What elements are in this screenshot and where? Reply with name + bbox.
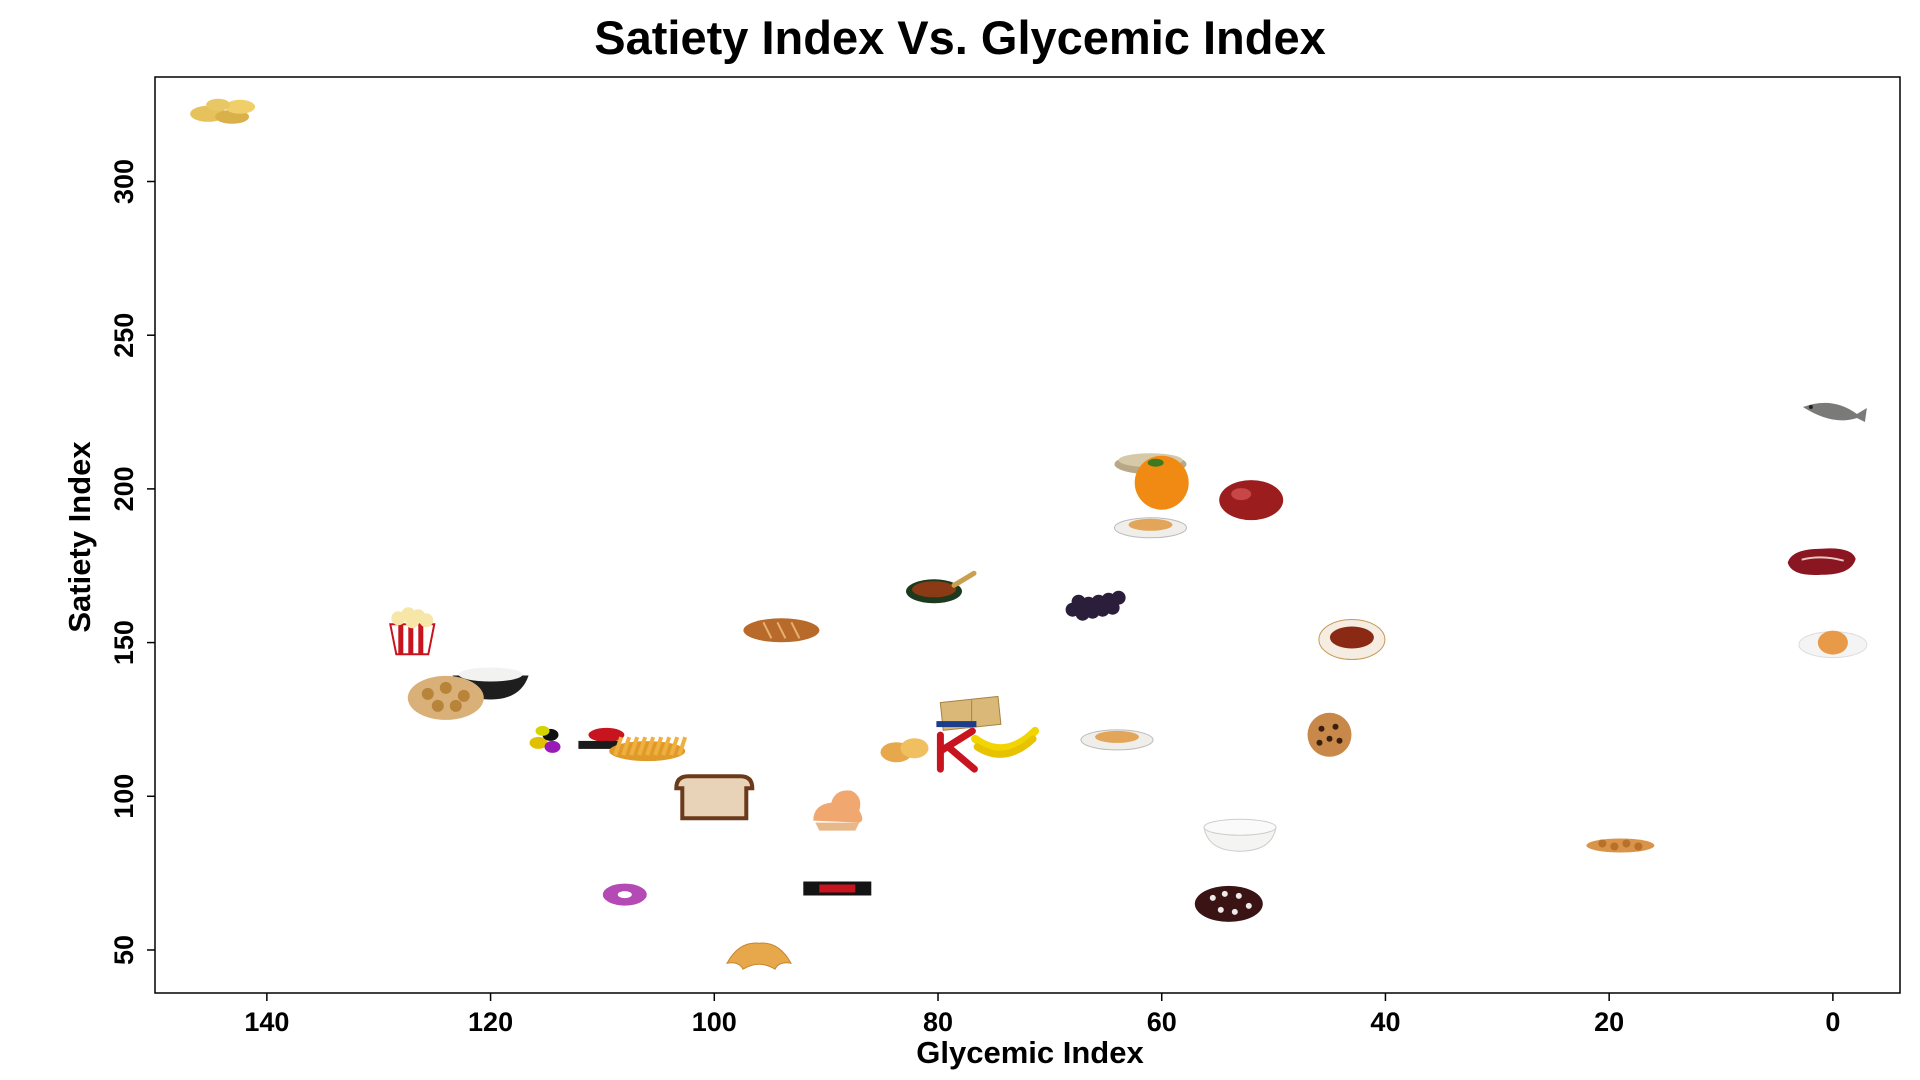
pasta-plate-icon: brown pasta: [1114, 517, 1187, 539]
bread-loaf-icon: brown bread: [743, 618, 820, 643]
x-tick-label: 20: [1594, 1007, 1624, 1037]
banana-icon: bananas: [971, 726, 1040, 758]
croissant-icon: croissant: [726, 942, 792, 970]
x-tick-label: 0: [1825, 1007, 1840, 1037]
y-tick-label: 300: [109, 159, 139, 204]
jelly-beans-icon: jelly beans: [529, 725, 561, 753]
special-k-icon: Special K: [936, 721, 978, 773]
pasta-plate-icon: white pasta: [1080, 729, 1154, 751]
fish-icon: fish: [1802, 402, 1867, 422]
apple-icon: apples: [1219, 480, 1284, 521]
ice-cream-icon: ice cream: [813, 790, 863, 831]
x-tick-label: 80: [923, 1007, 953, 1037]
french-fries-icon: french fries: [609, 736, 688, 762]
all-bran-icon: All-Bran: [1318, 619, 1386, 660]
x-tick-label: 140: [244, 1007, 289, 1037]
grapes-icon: grapes: [1065, 590, 1126, 621]
egg-icon: eggs: [1798, 630, 1868, 659]
data-points: potatoesfishoatmealorangesapplesbrown pa…: [190, 98, 1868, 970]
x-axis-label: Glycemic Index: [916, 1035, 1144, 1070]
bread-slice-icon: white bread: [674, 774, 755, 821]
potato-chips-icon: potato chips: [880, 738, 929, 763]
y-tick-label: 100: [109, 774, 139, 819]
popcorn-icon: popcorn: [389, 607, 436, 656]
y-tick-label: 50: [109, 935, 139, 965]
x-tick-label: 60: [1147, 1007, 1177, 1037]
mars-bar-icon: Mars bar: [803, 881, 872, 896]
chart-title: Satiety Index Vs. Glycemic Index: [594, 11, 1326, 64]
doughnut-icon: doughnuts: [602, 883, 647, 906]
y-tick-label: 250: [109, 313, 139, 358]
plot-frame: [154, 76, 1901, 994]
x-tick-label: 120: [468, 1007, 513, 1037]
y-tick-label: 200: [109, 466, 139, 511]
cereal-icon: Honeysmacks: [407, 675, 484, 720]
steak-icon: beef steak: [1787, 548, 1856, 575]
x-tick-label: 40: [1370, 1007, 1400, 1037]
y-tick-label: 150: [109, 620, 139, 665]
orange-icon: oranges: [1134, 455, 1189, 510]
x-tick-label: 100: [692, 1007, 737, 1037]
yogurt-icon: yogurt: [1203, 818, 1277, 852]
cake-icon: cake: [1194, 885, 1263, 922]
potato-icon: potatoes: [190, 98, 256, 124]
cookie-icon: cookies: [1307, 712, 1352, 757]
baked-beans-pan-icon: baked beans: [906, 570, 977, 604]
peanuts-icon: peanuts: [1586, 838, 1655, 853]
